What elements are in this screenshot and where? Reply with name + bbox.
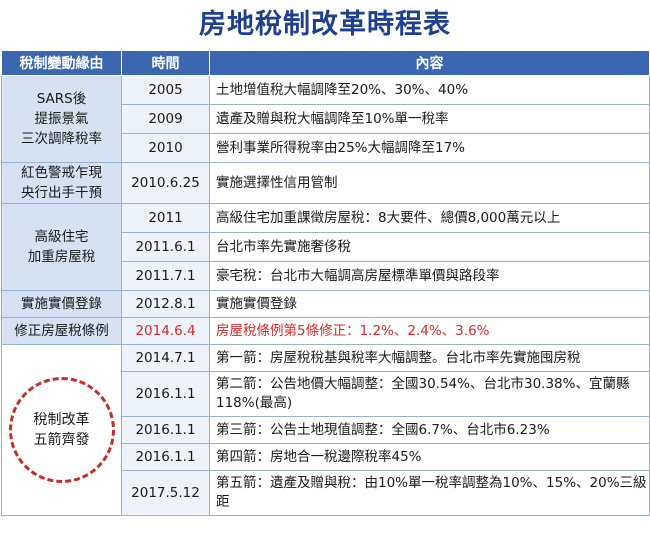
table-row: 實施實價登錄 2012.8.1 實施實價登錄 — [1, 290, 650, 318]
time-cell: 2011.7.1 — [121, 261, 210, 291]
reason-cell: 高級住宅 加重房屋稅 — [1, 203, 122, 291]
table-row: 2011.7.1 豪宅稅：台北市大幅調高房屋標準單價與路段率 — [2, 261, 650, 291]
reform-timeline-table: 稅制變動緣由 時間 內容 SARS後 提振景氣 三次調降稅率 2005 土地增值… — [1, 50, 650, 516]
content-cell: 第三箭：公告土地現值調整：全國6.7%、台北市6.23% — [209, 416, 650, 444]
content-cell: 高級住宅加重課徵房屋稅：8大要件、總價8,000萬元以上 — [209, 203, 650, 233]
time-cell: 2005 — [121, 75, 210, 105]
time-cell: 2009 — [121, 104, 210, 134]
reason-cell-five-arrows: 稅制改革 五箭齊發 — [1, 344, 122, 516]
content-cell: 房屋稅條例第5條修正：1.2%、2.4%、3.6% — [209, 317, 650, 345]
reason-cell: 紅色警戒乍現 央行出手干預 — [1, 162, 122, 204]
time-cell: 2011 — [121, 203, 210, 233]
time-cell: 2014.7.1 — [121, 344, 210, 372]
dashed-circle-label: 稅制改革 五箭齊發 — [8, 377, 115, 483]
content-cell: 豪宅稅：台北市大幅調高房屋標準單價與路段率 — [209, 261, 650, 291]
time-cell: 2016.1.1 — [121, 416, 210, 444]
page-title: 房地稅制改革時程表 — [199, 9, 451, 40]
reason-cell: 修正房屋稅條例 — [1, 317, 122, 345]
table-row: 2009 遺產及贈與稅大幅調降至10%單一稅率 — [2, 104, 650, 134]
table-row: 2016.1.1 第四箭：房地合一稅邊際稅率45% — [2, 443, 650, 471]
content-cell: 土地增值稅大幅調降至20%、30%、40% — [209, 75, 650, 105]
header-time: 時間 — [121, 50, 210, 76]
time-cell: 2012.8.1 — [121, 290, 210, 318]
header-content: 內容 — [209, 50, 650, 76]
table-row: 修正房屋稅條例 2014.6.4 房屋稅條例第5條修正：1.2%、2.4%、3.… — [1, 317, 650, 345]
time-cell: 2010 — [121, 133, 210, 163]
time-cell: 2017.5.12 — [121, 470, 210, 516]
table-row: 2010 營利事業所得稅率由25%大幅調降至17% — [2, 133, 650, 163]
time-cell: 2010.6.25 — [121, 162, 210, 204]
time-cell: 2014.6.4 — [121, 317, 210, 345]
time-cell: 2011.6.1 — [121, 232, 210, 262]
table-row: 高級住宅 加重房屋稅 2011 高級住宅加重課徵房屋稅：8大要件、總價8,000… — [1, 203, 650, 291]
time-cell: 2016.1.1 — [121, 443, 210, 471]
content-cell: 第五箭：遺產及贈與稅：由10%單一稅率調整為10%、15%、20%三級距 — [209, 470, 650, 516]
table-row: 2011.6.1 台北市率先實施奢侈稅 — [2, 232, 650, 262]
content-cell: 實施選擇性信用管制 — [209, 162, 650, 204]
content-cell: 營利事業所得稅率由25%大幅調降至17% — [209, 133, 650, 163]
content-cell: 台北市率先實施奢侈稅 — [209, 232, 650, 262]
table-row: 紅色警戒乍現 央行出手干預 2010.6.25 實施選擇性信用管制 — [1, 162, 650, 204]
time-cell: 2016.1.1 — [121, 371, 210, 417]
content-cell: 遺產及贈與稅大幅調降至10%單一稅率 — [209, 104, 650, 134]
reason-cell: 實施實價登錄 — [1, 290, 122, 318]
content-cell: 第二箭：公告地價大幅調整：全國30.54%、台北市30.38%、宜蘭縣118%(… — [209, 371, 650, 417]
content-cell: 第一箭：房屋稅稅基與稅率大幅調整。台北市率先實施囤房稅 — [209, 344, 650, 372]
table-row: 稅制改革 五箭齊發 2014.7.1 第一箭：房屋稅稅基與稅率大幅調整。台北市率… — [1, 344, 650, 516]
table-row: 2016.1.1 第二箭：公告地價大幅調整：全國30.54%、台北市30.38%… — [2, 371, 650, 417]
table-row: 2017.5.12 第五箭：遺產及贈與稅：由10%單一稅率調整為10%、15%、… — [2, 470, 650, 516]
reason-cell: SARS後 提振景氣 三次調降稅率 — [1, 75, 122, 163]
table-row: 2016.1.1 第三箭：公告土地現值調整：全國6.7%、台北市6.23% — [2, 416, 650, 444]
table-row: SARS後 提振景氣 三次調降稅率 2005 土地增值稅大幅調降至20%、30%… — [1, 75, 650, 163]
content-cell: 第四箭：房地合一稅邊際稅率45% — [209, 443, 650, 471]
header-reason: 稅制變動緣由 — [1, 50, 122, 76]
content-cell: 實施實價登錄 — [209, 290, 650, 318]
